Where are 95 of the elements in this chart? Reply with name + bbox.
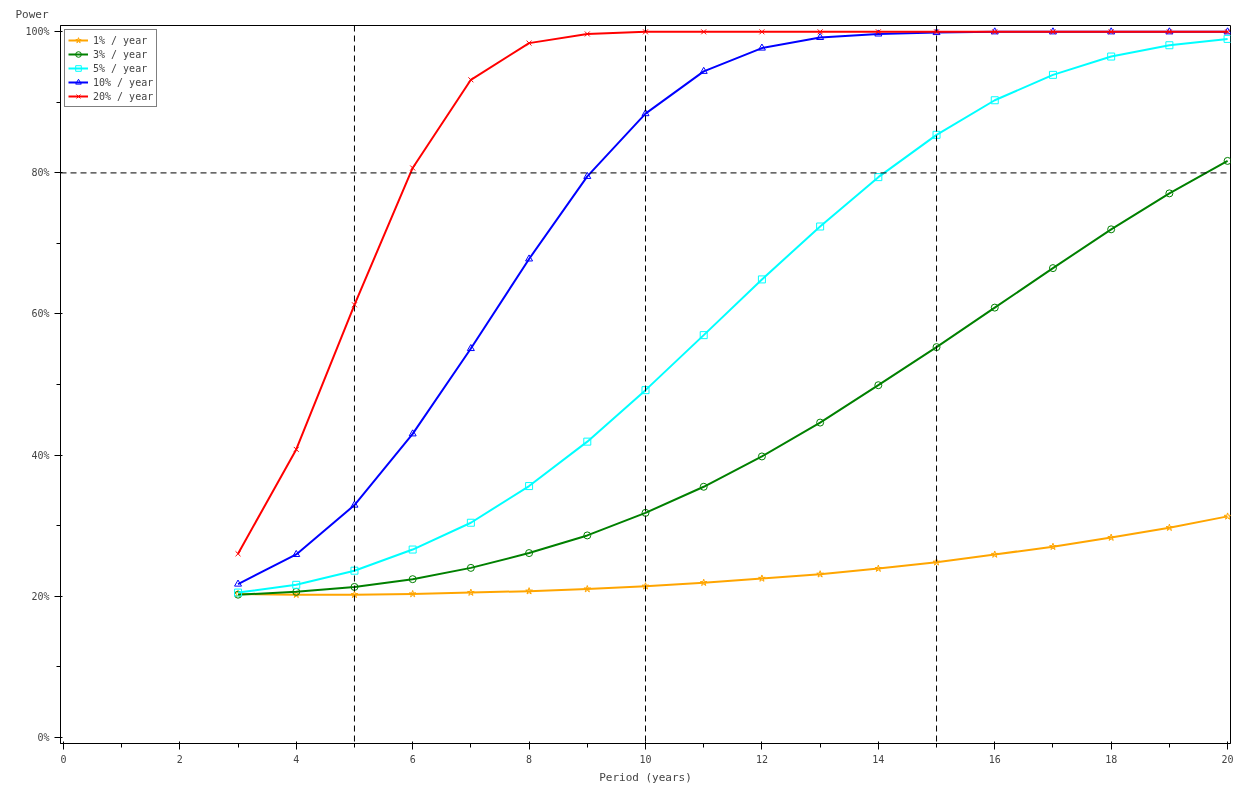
point (990, 303, 999, 312)
point (1049, 542, 1057, 551)
x-tick-label: 20 (1221, 753, 1234, 765)
point (408, 429, 417, 437)
point (932, 558, 941, 566)
x-tick-label: 0 (60, 753, 67, 765)
point (990, 550, 999, 558)
point (1223, 512, 1231, 520)
point (932, 130, 941, 139)
y-tick-label: 80% (31, 167, 50, 179)
point (1223, 34, 1231, 43)
point (641, 582, 650, 590)
x-tick-label: 10 (639, 753, 652, 765)
point (874, 564, 883, 572)
point (235, 550, 242, 557)
point (874, 173, 883, 182)
x-tick-label: 12 (755, 753, 768, 765)
x-tick-label: 18 (1105, 753, 1118, 765)
x-tick-label: 4 (293, 753, 300, 765)
point (525, 254, 534, 262)
legend-label: 1% / year (93, 34, 148, 46)
point (525, 549, 534, 558)
point (1165, 523, 1174, 532)
point (642, 28, 649, 35)
point (409, 165, 416, 171)
point (1107, 225, 1116, 234)
point (700, 28, 707, 35)
point (525, 587, 533, 595)
point (758, 28, 765, 35)
point (758, 574, 766, 582)
legend-label: 10% / year (93, 76, 154, 88)
point (467, 588, 475, 596)
point (466, 343, 475, 352)
point (408, 545, 417, 554)
point (293, 446, 300, 453)
point (699, 66, 708, 74)
y-tick-label: 20% (31, 590, 50, 602)
point (816, 32, 825, 41)
point (292, 580, 301, 589)
point (350, 500, 359, 508)
y-tick-label: 40% (31, 449, 50, 461)
point (583, 171, 592, 179)
point (641, 109, 650, 117)
point (817, 28, 824, 35)
point (1107, 533, 1115, 541)
point (584, 30, 591, 37)
point (583, 531, 592, 540)
point (350, 582, 359, 591)
point (292, 549, 301, 557)
point (816, 570, 824, 578)
point (583, 585, 592, 593)
point (466, 518, 475, 527)
x-tick-label: 14 (872, 753, 885, 765)
point (816, 222, 825, 231)
x-tick-label: 2 (176, 753, 183, 765)
point (699, 482, 708, 491)
point (641, 386, 650, 395)
point (1048, 70, 1057, 79)
point (816, 418, 825, 427)
legend-label: 20% / year (93, 90, 154, 102)
y-axis-title: Power (15, 7, 49, 21)
point (408, 589, 417, 598)
point (1165, 41, 1174, 50)
point (583, 437, 592, 446)
point (351, 301, 358, 308)
point (932, 343, 941, 352)
point (466, 563, 475, 572)
point (641, 508, 650, 517)
point (1165, 189, 1174, 198)
point (467, 76, 474, 83)
point (757, 43, 766, 51)
point (350, 590, 359, 599)
point (408, 575, 417, 584)
x-tick-label: 6 (409, 753, 416, 765)
point (757, 452, 766, 461)
x-tick-label: 8 (526, 753, 533, 765)
legend-label: 5% / year (93, 62, 148, 74)
point (990, 96, 999, 105)
x-tick-label: 16 (988, 753, 1001, 765)
point (350, 566, 359, 575)
point (234, 579, 243, 587)
x-axis-title: Period (years) (599, 770, 692, 784)
point (526, 40, 533, 47)
legend-label: 3% / year (93, 48, 148, 60)
point (1107, 52, 1116, 61)
point (1223, 156, 1231, 165)
point (525, 482, 534, 491)
point (699, 578, 708, 587)
point (1048, 264, 1057, 273)
point (874, 381, 883, 390)
point (699, 331, 708, 340)
y-tick-label: 60% (31, 308, 50, 320)
y-tick-label: 0% (37, 731, 50, 743)
point (757, 275, 766, 284)
y-tick-label: 100% (25, 26, 50, 38)
